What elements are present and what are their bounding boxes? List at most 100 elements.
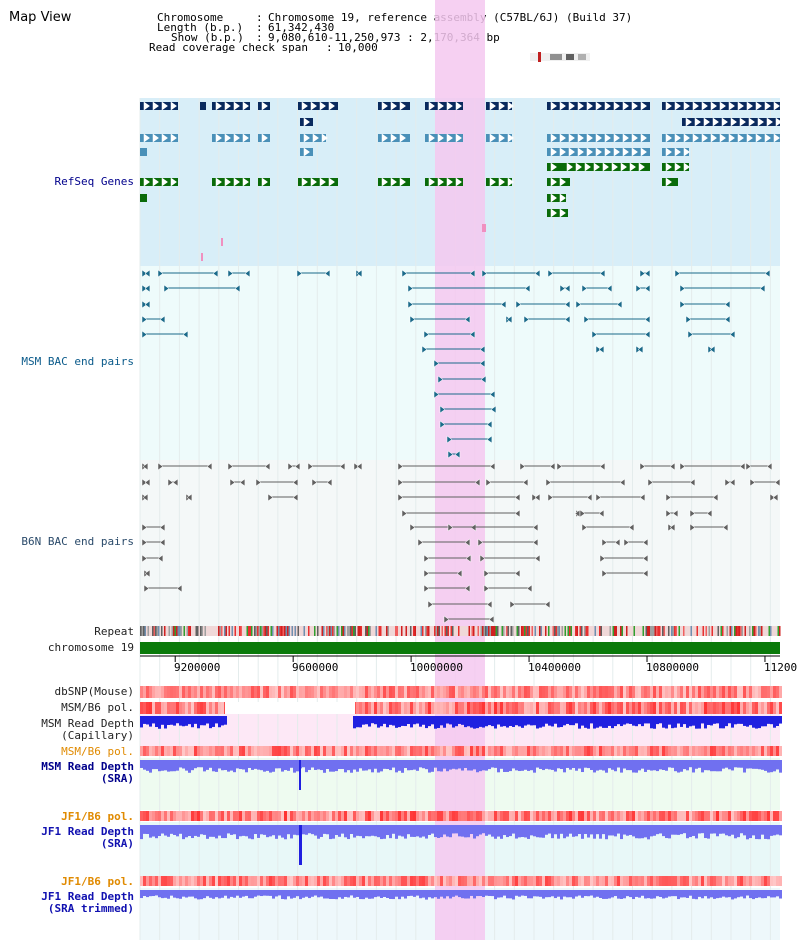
bac-end [689,509,696,518]
track-label-msm-b6-pol-2[interactable]: MSM/B6 pol. [61,745,134,758]
msm-pol-bin [569,702,572,714]
bac-end [465,554,472,563]
jf1-pol-bin [611,811,614,821]
dbsnp-bin [677,686,680,698]
repeat-mark [242,626,244,636]
jf1-pol-bin [608,876,611,886]
track-label-dbsnp[interactable]: dbSNP(Mouse) [54,685,134,698]
bac-end [601,538,608,547]
repeat-mark [699,626,701,636]
repeat-mark [717,626,719,636]
bac-end [474,478,481,487]
repeat-mark [596,626,598,636]
msm-sra-depth-bin [227,760,230,772]
track-label-b6n-bac[interactable]: B6N BAC end pairs [21,535,134,548]
repeat-mark [528,626,530,636]
jf1-sra-depth-bin [716,825,719,837]
jf1-pol-bin [362,876,365,886]
bac-end [564,284,571,293]
track-label-msm-bac[interactable]: MSM BAC end pairs [21,355,134,368]
jf1-trim-depth-bin [446,890,449,897]
gene-arrow [730,117,738,127]
jf1-pol-bin [413,811,416,821]
dbsnp-bin [626,686,629,698]
repeat-mark [344,626,346,636]
msm-sra-depth-bin [251,760,254,770]
repeat-mark [284,626,286,636]
repeat-mark [347,626,349,636]
repeat-mark [585,626,587,636]
gene-arrow [640,133,648,143]
track-label-refseq-genes[interactable]: RefSeq Genes [54,175,134,188]
track-label-msm-depth-cap[interactable]: MSM Read Depth [41,717,134,730]
msm-pol-bin [362,746,365,756]
jf1-trim-depth-bin [269,890,272,896]
jf1-trim-depth-bin [758,890,761,898]
dbsnp-bin [500,686,503,698]
msm-pol-bin [182,746,185,756]
jf1-sra-depth-bin [704,825,707,839]
bac-end [229,478,236,487]
jf1-sra-depth-bin [566,825,569,837]
msm-sra-depth-bin [437,760,440,772]
capillary-depth-bin [494,716,497,729]
gene-arrow [631,147,639,157]
jf1-sra-depth-bin [725,825,728,836]
msm-pol-bin [356,702,359,714]
capillary-depth-bin [485,716,488,727]
bac-end [712,493,719,502]
dbsnp-bin [266,686,269,698]
jf1-trim-depth-bin [332,890,335,899]
track-label-msm-b6-pol-1[interactable]: MSM/B6 pol. [61,701,134,714]
capillary-depth-bin [482,716,485,728]
jf1-trim-depth-bin [434,890,437,898]
msm-sra-depth-bin [611,760,614,770]
track-label-msm-depth-sra[interactable]: MSM Read Depth [41,760,134,773]
jf1-sra-depth-bin [278,825,281,836]
bac-end [159,315,166,324]
capillary-depth-bin [590,716,593,724]
jf1-sra-depth-bin [443,825,446,835]
jf1-pol-bin [647,811,650,821]
capillary-depth-bin [716,716,719,724]
gene-arrow [303,133,311,143]
msm-pol-bin [374,702,377,714]
jf1-sra-depth-bin [311,825,314,835]
track-label-repeat[interactable]: Repeat [94,625,134,638]
repeat-mark [509,626,511,636]
jf1-pol-bin [434,811,437,821]
repeat-mark [605,626,607,636]
repeat-mark [623,626,625,636]
dbsnp-bin [602,686,605,698]
dbsnp-bin [176,686,179,698]
msm-pol-bin [437,702,440,714]
msm-pol-bin [734,746,737,756]
jf1-trim-depth-bin [518,890,521,897]
jf1-trim-depth-bin [665,890,668,898]
jf1-trim-depth-bin [443,890,446,899]
jf1-sra-depth-bin [284,825,287,840]
track-label-jf1-b6-pol-1[interactable]: JF1/B6 pol. [61,810,134,823]
jf1-pol-bin [473,876,476,886]
repeat-mark [749,626,751,636]
jf1-sra-depth-bin [176,825,179,837]
msm-pol-bin [572,746,575,756]
msm-pol-bin [209,702,212,714]
jf1-trim-depth-bin [164,890,167,898]
track-label-jf1-depth-sra[interactable]: JF1 Read Depth [41,825,134,838]
gene-arrow [428,177,436,187]
bac-end [206,462,213,471]
dbsnp-bin [659,686,662,698]
jf1-pol-bin [620,811,623,821]
dbsnp-bin [404,686,407,698]
bac-end [642,538,649,547]
track-label-jf1-depth-trim[interactable]: JF1 Read Depth [41,890,134,903]
gene-arrow [233,133,241,143]
chromosome-ideogram-icon[interactable] [530,52,590,62]
gene-arrow [629,162,637,172]
track-label-jf1-b6-pol-2[interactable]: JF1/B6 pol. [61,875,134,888]
dbsnp-bin [551,686,554,698]
gene-arrow [261,177,269,187]
msm-pol-bin [419,702,422,714]
